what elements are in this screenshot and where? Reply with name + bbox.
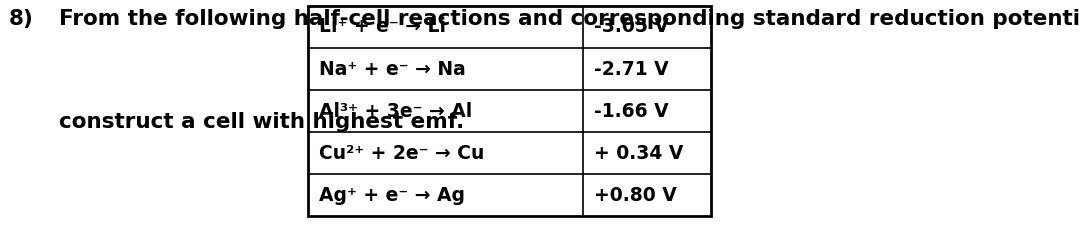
Text: Li⁺ + e⁻ → Li: Li⁺ + e⁻ → Li — [319, 17, 446, 37]
Text: Ag⁺ + e⁻ → Ag: Ag⁺ + e⁻ → Ag — [319, 186, 464, 205]
Text: +0.80 V: +0.80 V — [594, 186, 677, 205]
Text: -1.66 V: -1.66 V — [594, 102, 669, 121]
Text: Al³⁺ + 3e⁻ → Al: Al³⁺ + 3e⁻ → Al — [319, 102, 472, 121]
Text: Cu²⁺ + 2e⁻ → Cu: Cu²⁺ + 2e⁻ → Cu — [319, 144, 484, 163]
Text: construct a cell with highest emf.: construct a cell with highest emf. — [59, 112, 464, 132]
Bar — [308, 6, 711, 216]
Text: Na⁺ + e⁻ → Na: Na⁺ + e⁻ → Na — [319, 59, 465, 79]
Text: -3.05 V: -3.05 V — [594, 17, 669, 37]
Text: + 0.34 V: + 0.34 V — [594, 144, 684, 163]
Text: -2.71 V: -2.71 V — [594, 59, 669, 79]
Text: From the following half-cell reactions and corresponding standard reduction pote: From the following half-cell reactions a… — [59, 9, 1080, 29]
Text: 8): 8) — [9, 9, 33, 29]
